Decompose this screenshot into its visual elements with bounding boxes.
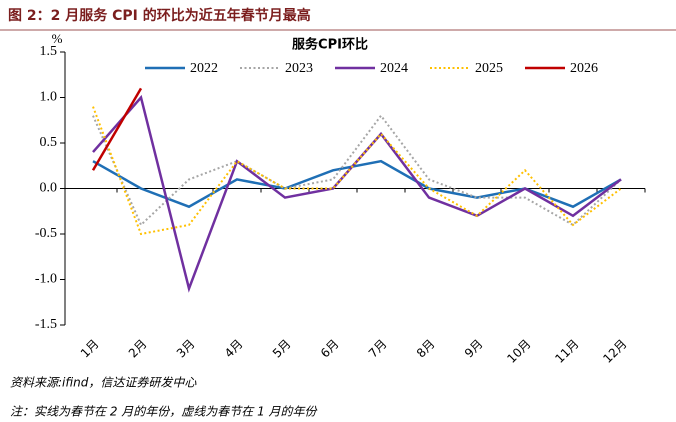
y-tick-label: -1.0 [35,272,57,287]
y-tick-label: 1.5 [40,44,58,59]
x-tick-label: 11月 [552,337,581,366]
line-series [92,94,622,293]
y-tick-label: -0.5 [35,226,57,241]
x-tick-label: 4月 [222,337,246,361]
legend-label: 2026 [570,61,598,76]
figure-title: 图 2：2 月服务 CPI 的环比为近五年春节月最高 [8,7,311,24]
x-tick-label: 3月 [174,337,198,361]
legend-label: 2025 [475,61,503,76]
x-tick-label: 6月 [318,337,342,361]
y-tick-label: 0.0 [40,181,58,196]
line-series [92,114,622,227]
x-tick-label: 1月 [78,337,102,361]
y-tick-label: 0.5 [40,135,58,150]
x-tick-label: 2月 [126,337,150,361]
y-unit: % [52,31,63,46]
legend-label: 2024 [380,61,408,76]
chart-title: 服务CPI环比 [292,37,368,53]
x-tick-label: 8月 [414,337,438,361]
x-tick-label: 9月 [462,337,486,361]
x-tick-label: 10月 [504,337,533,366]
y-tick-label: -1.5 [35,317,57,332]
legend-label: 2022 [190,61,218,76]
x-tick-label: 5月 [270,337,294,361]
line-series [92,159,622,209]
line-series [92,106,622,236]
x-tick-label: 7月 [366,337,390,361]
legend-label: 2023 [285,61,313,76]
y-tick-label: 1.0 [40,90,58,105]
line-series [91,87,143,171]
source: 资料来源:ifind，信达证券研发中心 [10,376,197,390]
x-tick-label: 12月 [600,337,629,366]
note: 注：实线为春节在 2 月的年份，虚线为春节在 1 月的年份 [10,405,319,419]
